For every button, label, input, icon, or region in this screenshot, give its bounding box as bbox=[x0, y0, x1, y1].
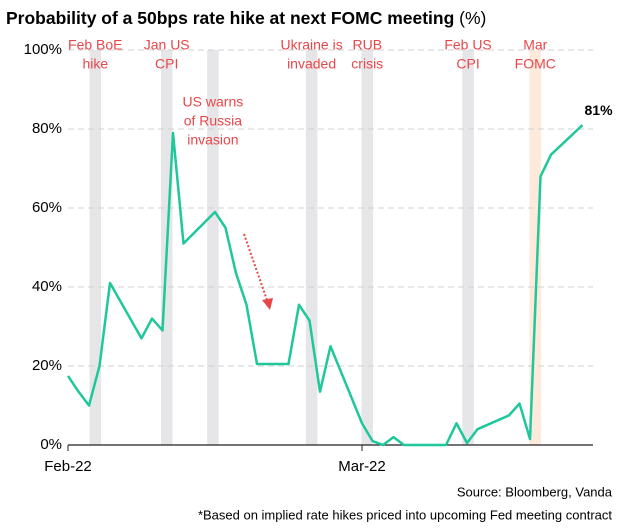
event-band bbox=[207, 50, 219, 445]
event-label: Mar bbox=[523, 37, 547, 53]
event-label: of Russia bbox=[184, 113, 243, 129]
y-tick-label: 80% bbox=[32, 120, 62, 137]
y-tick-label: 100% bbox=[24, 41, 62, 58]
title-unit: (%) bbox=[459, 8, 486, 28]
arrow-shaft bbox=[243, 233, 269, 304]
event-label: Ukraine is bbox=[280, 37, 342, 53]
event-band bbox=[89, 50, 102, 445]
title-main: Probability of a 50bps rate hike at next… bbox=[6, 8, 454, 28]
event-label: CPI bbox=[155, 56, 178, 72]
y-tick-label: 40% bbox=[32, 278, 62, 295]
event-bands bbox=[89, 50, 542, 445]
event-label: invaded bbox=[287, 56, 336, 72]
chart-title: Probability of a 50bps rate hike at next… bbox=[6, 8, 486, 28]
event-label: Jan US bbox=[144, 37, 190, 53]
source: Source: Bloomberg, Vanda bbox=[457, 484, 613, 499]
y-tick-label: 20% bbox=[32, 357, 62, 374]
event-label: RUB bbox=[352, 37, 382, 53]
y-tick-label: 60% bbox=[32, 199, 62, 216]
x-tick-label: Feb-22 bbox=[44, 458, 92, 475]
event-label: FOMC bbox=[515, 56, 556, 72]
grid bbox=[68, 49, 593, 367]
event-label: invasion bbox=[187, 132, 238, 148]
x-tick-label: Mar-22 bbox=[338, 458, 386, 475]
event-label: CPI bbox=[456, 56, 479, 72]
event-label: crisis bbox=[351, 56, 383, 72]
event-band bbox=[361, 50, 374, 445]
event-label: US warns bbox=[183, 94, 244, 110]
data-label: 81% bbox=[585, 102, 614, 118]
data-line bbox=[66, 124, 584, 447]
event-band bbox=[529, 50, 542, 445]
event-band bbox=[305, 50, 318, 445]
arrow-head bbox=[262, 298, 273, 310]
event-band bbox=[462, 50, 474, 445]
event-label: Feb US bbox=[444, 37, 491, 53]
event-label: Feb BoE bbox=[68, 37, 122, 53]
event-label: hike bbox=[82, 56, 108, 72]
y-tick-label: 0% bbox=[40, 436, 62, 453]
footnote: *Based on implied rate hikes priced into… bbox=[198, 507, 612, 522]
